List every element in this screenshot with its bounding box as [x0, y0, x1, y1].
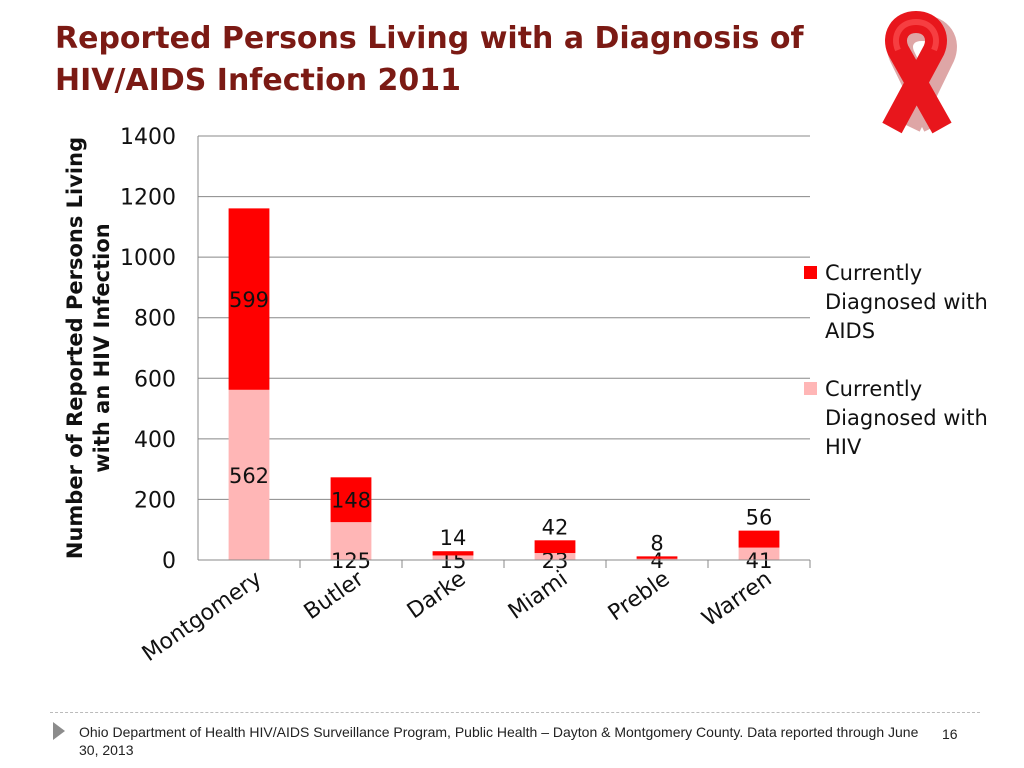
data-label: 56	[746, 506, 773, 530]
bar-aids	[738, 530, 780, 548]
x-category-label: Darke	[403, 566, 471, 624]
y-tick-label: 0	[162, 549, 176, 574]
data-label: 42	[542, 515, 569, 539]
footer-source: Ohio Department of Health HIV/AIDS Surve…	[79, 724, 919, 758]
y-axis-title: Number of Reported Persons Living with an…	[63, 137, 114, 559]
data-label: 125	[331, 549, 371, 573]
footer-arrow-icon	[53, 722, 65, 740]
x-category-label: Montgomery	[138, 566, 267, 666]
bar-aids	[330, 477, 372, 523]
y-tick-label: 200	[134, 488, 176, 513]
page-number: 16	[942, 726, 958, 742]
bar-aids	[228, 208, 270, 390]
x-category-label: Butler	[300, 566, 369, 625]
legend-label: Currently Diagnosed with HIV	[825, 377, 988, 459]
bar-hiv	[636, 558, 678, 560]
data-label: 4	[650, 549, 663, 573]
red-ribbon-icon	[882, 11, 957, 134]
x-category-label: Warren	[698, 566, 777, 632]
y-tick-label: 1200	[120, 186, 176, 211]
y-tick-label: 800	[134, 307, 176, 332]
x-category-label: Preble	[604, 566, 675, 626]
y-tick-label: 1000	[120, 246, 176, 271]
data-label: 599	[229, 288, 269, 312]
bar-hiv	[228, 389, 270, 560]
x-category-label: Miami	[504, 566, 573, 624]
footer-divider	[50, 712, 980, 713]
y-tick-label: 400	[134, 428, 176, 453]
bar-hiv	[432, 555, 474, 560]
bar-hiv	[534, 553, 576, 560]
data-label: 148	[331, 489, 371, 513]
y-tick-label: 1400	[120, 125, 176, 150]
bar-aids	[432, 551, 474, 556]
legend-swatch	[804, 266, 817, 279]
legend-label: Currently Diagnosed with AIDS	[825, 261, 988, 343]
bar-hiv	[738, 547, 780, 560]
legend-swatch	[804, 382, 817, 395]
y-tick-label: 600	[134, 367, 176, 392]
data-label: 41	[746, 549, 773, 573]
data-label: 562	[229, 464, 269, 488]
data-label: 14	[440, 526, 467, 550]
slide-title: Reported Persons Living with a Diagnosis…	[55, 21, 804, 98]
bar-aids	[534, 540, 576, 554]
ribbon-shape	[882, 11, 957, 134]
data-label: 8	[650, 531, 663, 555]
bar-aids	[636, 556, 678, 559]
bar-hiv	[330, 522, 372, 560]
